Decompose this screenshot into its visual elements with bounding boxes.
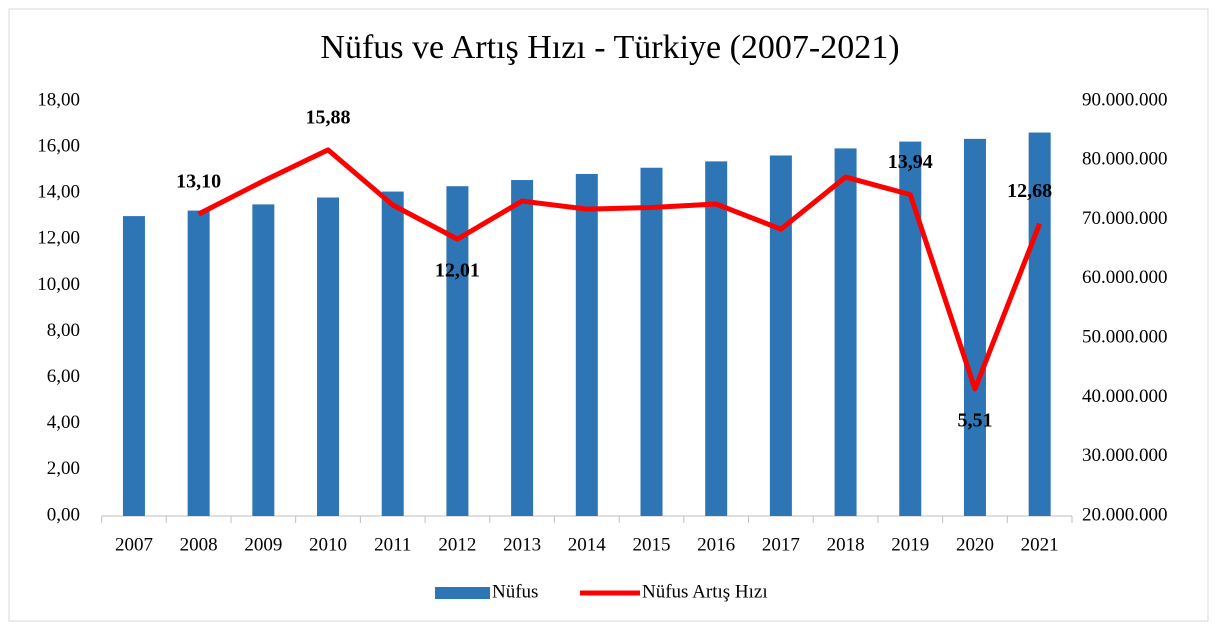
x-tick-label: 2013: [503, 534, 541, 555]
bar: [705, 161, 728, 516]
x-tick-label: 2015: [632, 534, 670, 555]
bar: [381, 191, 404, 516]
data-label: 12,01: [435, 260, 480, 282]
bar: [446, 186, 469, 516]
y-tick-label: 8,00: [47, 320, 80, 341]
bar: [122, 216, 145, 516]
y-tick-label: 16,00: [37, 135, 80, 156]
legend-label: Nüfus Artış Hızı: [642, 581, 768, 602]
x-tick-label: 2012: [438, 534, 476, 555]
bar: [963, 138, 986, 516]
y-tick-label: 10,00: [37, 274, 80, 295]
y-tick-label: 14,00: [37, 182, 80, 203]
bar: [252, 204, 275, 516]
y2-tick-label: 90.000.000: [1082, 89, 1168, 110]
data-label: 13,94: [888, 151, 933, 173]
y2-tick-label: 80.000.000: [1082, 149, 1168, 170]
line: [197, 147, 1042, 392]
x-tick-label: 2014: [568, 534, 607, 555]
x-tick-label: 2021: [1021, 534, 1059, 555]
y2-tick-label: 70.000.000: [1082, 208, 1168, 229]
data-label: 13,10: [176, 171, 221, 193]
x-tick-label: 2008: [180, 534, 218, 555]
y-tick-label: 0,00: [47, 504, 80, 525]
bar: [187, 210, 210, 516]
y2-tick-label: 50.000.000: [1082, 327, 1168, 348]
y2-tick-label: 20.000.000: [1082, 504, 1168, 525]
x-tick-label: 2007: [115, 534, 153, 555]
data-label: 12,68: [1007, 180, 1052, 202]
y-tick-label: 6,00: [47, 366, 80, 387]
x-tick-label: 2019: [891, 534, 929, 555]
bar: [769, 155, 792, 516]
y2-tick-label: 60.000.000: [1082, 267, 1168, 288]
bar: [834, 148, 857, 516]
legend-label: Nüfus: [492, 581, 538, 602]
y-tick-label: 18,00: [37, 89, 80, 110]
x-tick-label: 2020: [956, 534, 994, 555]
data-label: 5,51: [957, 410, 992, 432]
x-tick-label: 2016: [697, 534, 735, 555]
x-tick-label: 2010: [309, 534, 347, 555]
bar: [575, 173, 598, 516]
y2-tick-label: 30.000.000: [1082, 445, 1168, 466]
bar: [899, 141, 922, 516]
x-tick-label: 2017: [762, 534, 800, 555]
y-tick-label: 12,00: [37, 228, 80, 249]
bar: [317, 197, 340, 516]
y2-tick-label: 40.000.000: [1082, 386, 1168, 407]
bar: [640, 167, 663, 517]
bar: [511, 180, 534, 516]
chart-title: Nüfus ve Artış Hızı - Türkiye (2007-2021…: [320, 29, 899, 66]
x-tick-label: 2018: [827, 534, 865, 555]
y-tick-label: 4,00: [47, 412, 80, 433]
y-tick-label: 2,00: [47, 458, 80, 479]
x-tick-label: 2009: [244, 534, 282, 555]
x-tick-label: 2011: [374, 534, 411, 555]
bar: [1028, 132, 1051, 516]
data-label: 15,88: [306, 106, 351, 128]
legend-swatch: [435, 587, 490, 599]
